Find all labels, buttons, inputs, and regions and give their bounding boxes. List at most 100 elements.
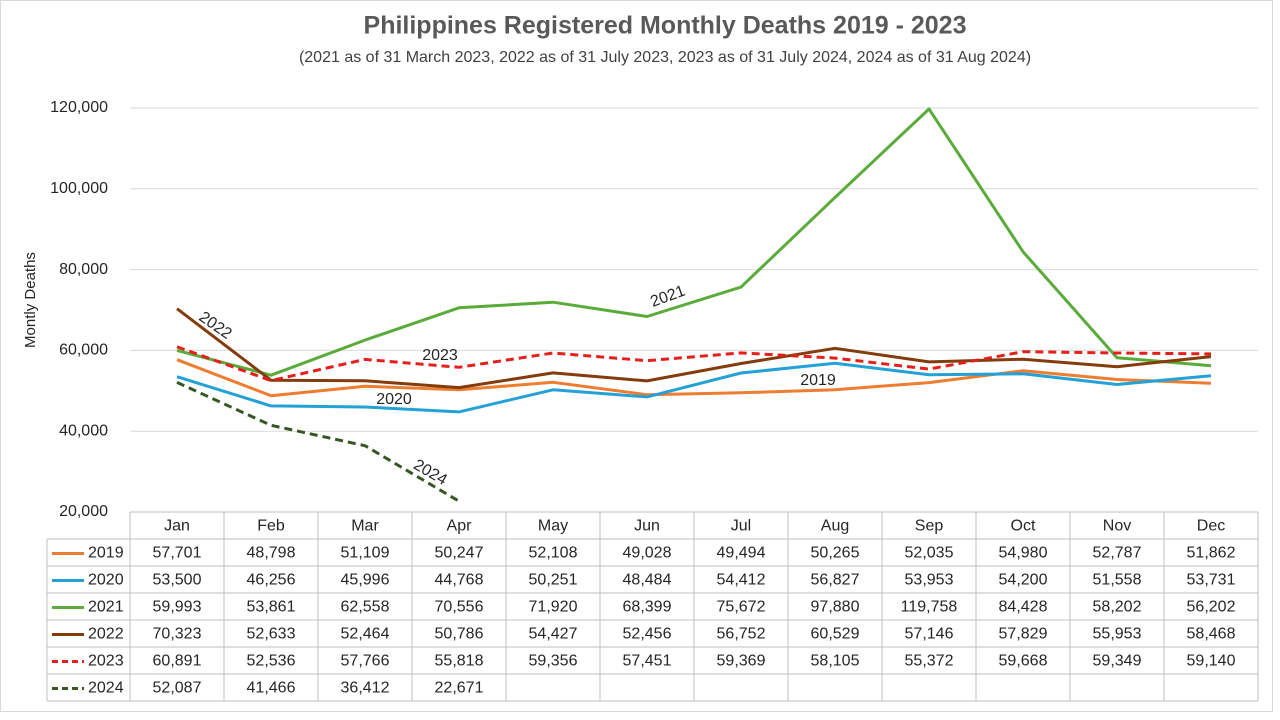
table-value: 59,356 [529, 653, 578, 670]
chart-subtitle: (2021 as of 31 March 2023, 2022 as of 31… [299, 49, 1031, 66]
table-value: 68,399 [623, 599, 672, 616]
x-tick-label: Sep [915, 518, 944, 535]
table-value: 119,758 [901, 599, 958, 616]
table-value: 52,456 [623, 626, 672, 643]
table-value: 50,786 [435, 626, 484, 643]
table-value: 57,766 [341, 653, 390, 670]
table-value: 56,202 [1187, 599, 1236, 616]
table-value: 22,671 [435, 680, 484, 697]
y-tick-label: 80,000 [59, 261, 108, 278]
table-value: 48,798 [247, 545, 296, 562]
table-value: 60,891 [153, 653, 202, 670]
table-value: 54,980 [999, 545, 1048, 562]
line-annotation: 2019 [800, 372, 836, 389]
series-line [176, 381, 460, 503]
table-value: 51,862 [1187, 545, 1236, 562]
table-value: 46,256 [247, 572, 296, 589]
table-value: 50,251 [529, 572, 578, 589]
table-value: 56,827 [811, 572, 860, 589]
x-tick-label: Jun [634, 518, 660, 535]
table-value: 54,427 [529, 626, 578, 643]
table-value: 97,880 [811, 599, 860, 616]
table-value: 50,247 [435, 545, 484, 562]
table-value: 52,633 [247, 626, 296, 643]
legend-label: 2019 [88, 545, 124, 562]
legend-label: 2023 [88, 653, 124, 670]
y-tick-label: 20,000 [59, 503, 108, 520]
table-value: 53,953 [905, 572, 954, 589]
table-value: 55,953 [1093, 626, 1142, 643]
table-value: 52,087 [153, 680, 202, 697]
table-value: 52,464 [341, 626, 390, 643]
x-tick-label: Oct [1011, 518, 1036, 535]
table-value: 70,556 [435, 599, 484, 616]
table-value: 53,500 [153, 572, 202, 589]
table-value: 84,428 [999, 599, 1048, 616]
table-value: 59,349 [1093, 653, 1142, 670]
table-value: 57,829 [999, 626, 1048, 643]
x-tick-label: May [538, 518, 568, 535]
table-value: 48,484 [623, 572, 672, 589]
table-value: 49,028 [623, 545, 672, 562]
table-value: 55,818 [435, 653, 484, 670]
line-annotation: 2020 [376, 391, 412, 408]
line-annotation: 2023 [422, 347, 458, 364]
table-value: 36,412 [341, 680, 390, 697]
table-value: 71,920 [529, 599, 578, 616]
table-value: 58,105 [811, 653, 860, 670]
table-value: 53,731 [1187, 572, 1236, 589]
x-tick-label: Feb [257, 518, 285, 535]
series-line [176, 358, 1212, 398]
table-value: 52,108 [529, 545, 578, 562]
table-value: 56,752 [717, 626, 766, 643]
table-value: 45,996 [341, 572, 390, 589]
table-value: 51,109 [341, 545, 390, 562]
series-line [176, 361, 1212, 414]
table-value: 44,768 [435, 572, 484, 589]
table-value: 70,323 [153, 626, 202, 643]
x-tick-label: Aug [821, 518, 849, 535]
y-tick-label: 40,000 [59, 422, 108, 439]
table-value: 54,200 [999, 572, 1048, 589]
table-value: 57,701 [153, 545, 202, 562]
legend-label: 2021 [88, 599, 124, 616]
x-tick-label: Dec [1197, 518, 1225, 535]
series-line [176, 107, 1212, 377]
y-axis-label: Montly Deaths [22, 252, 39, 348]
table-value: 58,202 [1093, 599, 1142, 616]
x-tick-label: Mar [351, 518, 379, 535]
table-value: 54,412 [717, 572, 766, 589]
chart-title: Philippines Registered Monthly Deaths 20… [364, 12, 967, 40]
table-value: 53,861 [247, 599, 296, 616]
table-value: 52,035 [905, 545, 954, 562]
x-tick-label: Jul [731, 518, 751, 535]
table-value: 52,787 [1093, 545, 1142, 562]
table-value: 41,466 [247, 680, 296, 697]
y-tick-label: 120,000 [50, 99, 108, 116]
series-line [176, 345, 1212, 383]
table-value: 60,529 [811, 626, 860, 643]
table-value: 57,451 [623, 653, 672, 670]
table-value: 55,372 [905, 653, 954, 670]
table-value: 75,672 [717, 599, 766, 616]
y-tick-label: 60,000 [59, 342, 108, 359]
x-tick-label: Jan [164, 518, 190, 535]
x-tick-label: Apr [447, 518, 473, 535]
table-value: 52,536 [247, 653, 296, 670]
legend-label: 2022 [88, 626, 124, 643]
series-line [176, 307, 1212, 390]
table-value: 62,558 [341, 599, 390, 616]
table-value: 50,265 [811, 545, 860, 562]
y-tick-label: 100,000 [50, 180, 108, 197]
table-value: 57,146 [905, 626, 954, 643]
table-value: 51,558 [1093, 572, 1142, 589]
table-value: 58,468 [1187, 626, 1236, 643]
table-value: 49,494 [717, 545, 766, 562]
legend-label: 2024 [88, 680, 124, 697]
table-value: 59,369 [717, 653, 766, 670]
table-value: 59,993 [153, 599, 202, 616]
table-value: 59,668 [999, 653, 1048, 670]
table-value: 59,140 [1187, 653, 1236, 670]
legend-label: 2020 [88, 572, 124, 589]
